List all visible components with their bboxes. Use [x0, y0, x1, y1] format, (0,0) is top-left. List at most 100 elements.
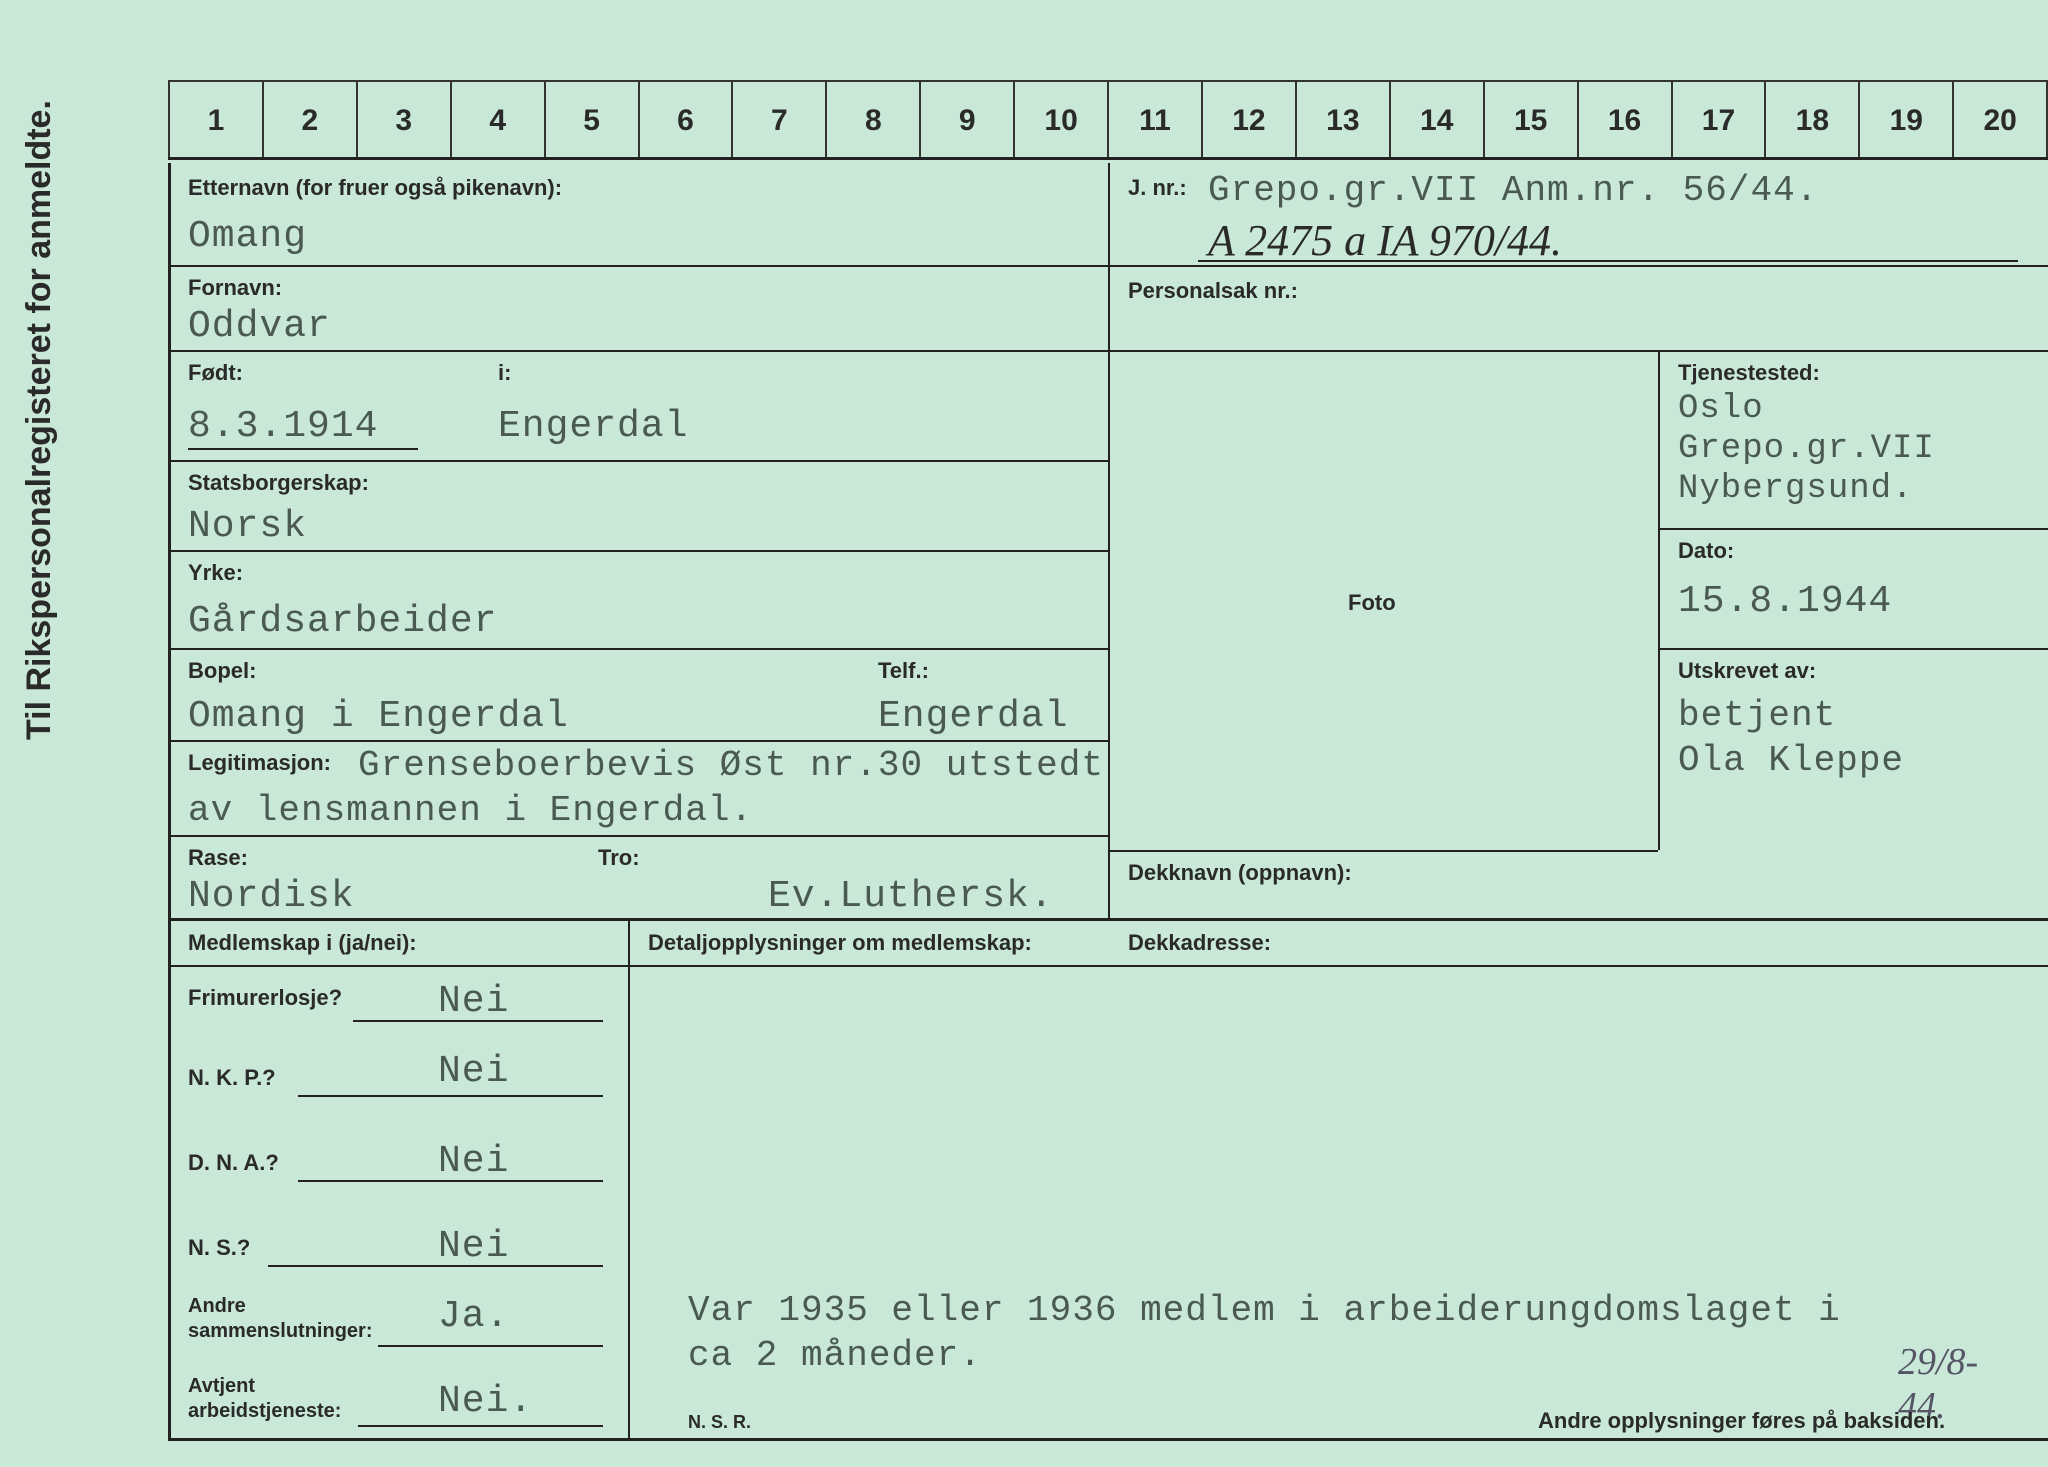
ruler-cell: 9 [921, 82, 1015, 157]
ruler-cell: 1 [168, 82, 264, 157]
underline [188, 448, 418, 450]
divider [1658, 648, 2048, 650]
value-utskrevet-1: betjent [1678, 695, 1836, 736]
divider [1108, 163, 1110, 918]
ruler-cell: 4 [452, 82, 546, 157]
label-bopel: Bopel: [188, 658, 256, 684]
ruler-cell: 3 [358, 82, 452, 157]
divider [168, 1438, 2048, 1441]
ruler-cell: 14 [1391, 82, 1485, 157]
value-etternavn: Omang [188, 215, 307, 258]
value-fodt-i: Engerdal [498, 405, 688, 448]
label-nkp: N. K. P.? [188, 1065, 276, 1090]
label-jnr: J. nr.: [1128, 175, 1187, 201]
divider [168, 163, 171, 918]
value-tjenestested-2: Grepo.gr.VII [1678, 430, 1935, 468]
label-statsborgerskap: Statsborgerskap: [188, 470, 369, 496]
value-dato: 15.8.1944 [1678, 580, 1892, 623]
ruler-cell: 5 [546, 82, 640, 157]
label-avtjent-1: Avtjent [188, 1375, 255, 1398]
value-legitimasjon-1: Grenseboerbevis Øst nr.30 utstedt [358, 745, 1104, 786]
label-legitimasjon: Legitimasjon: [188, 750, 331, 776]
label-etternavn: Etternavn (for fruer også pikenavn): [188, 175, 562, 201]
value-yrke: Gårdsarbeider [188, 600, 497, 643]
value-avtjent: Nei. [438, 1380, 533, 1423]
row-nkp: N. K. P.? [188, 1065, 276, 1091]
divider [168, 835, 1108, 837]
value-frimurer: Nei [438, 980, 509, 1023]
label-tro: Tro: [598, 845, 640, 871]
value-legitimasjon-2: av lensmannen i Engerdal. [188, 790, 753, 831]
ruler-cell: 13 [1297, 82, 1391, 157]
value-tro: Ev.Luthersk. [768, 875, 1054, 918]
divider [1108, 850, 1658, 852]
label-personalsak: Personalsak nr.: [1128, 278, 1298, 304]
divider [168, 550, 1108, 552]
ruler-cell: 17 [1673, 82, 1767, 157]
row-dna: D. N. A.? [188, 1150, 279, 1176]
underline [358, 1425, 603, 1427]
row-ns: N. S.? [188, 1235, 250, 1261]
label-dekknavn: Dekknavn (oppnavn): [1128, 860, 1352, 886]
divider [168, 918, 171, 1438]
value-jnr-2: A 2475 a IA 970/44. [1208, 215, 1562, 266]
divider [168, 965, 2048, 967]
value-tjenestested-3: Nybergsund. [1678, 470, 1913, 508]
divider [168, 265, 1108, 267]
divider [1108, 350, 2048, 352]
underline [1198, 260, 2018, 262]
value-detalj-1: Var 1935 eller 1936 medlem i arbeiderung… [688, 1290, 1841, 1331]
value-dna: Nei [438, 1140, 509, 1183]
label-dna: D. N. A.? [188, 1150, 279, 1175]
label-fodt: Født: [188, 360, 243, 386]
ruler-cell: 12 [1203, 82, 1297, 157]
label-dekkadresse: Dekkadresse: [1128, 930, 1271, 956]
ruler-row: 1 2 3 4 5 6 7 8 9 10 11 12 13 14 15 16 1… [168, 80, 2048, 160]
underline [268, 1265, 603, 1267]
value-utskrevet-2: Ola Kleppe [1678, 740, 1904, 781]
value-nkp: Nei [438, 1050, 509, 1093]
ruler-cell: 19 [1860, 82, 1954, 157]
label-nsr: N. S. R. [688, 1412, 751, 1433]
value-jnr-1: Grepo.gr.VII Anm.nr. 56/44. [1208, 170, 1818, 211]
label-andre-1: Andre [188, 1295, 246, 1318]
ruler-cell: 2 [264, 82, 358, 157]
divider [168, 918, 2048, 921]
value-detalj-2: ca 2 måneder. [688, 1335, 982, 1376]
divider [1658, 528, 2048, 530]
divider [168, 648, 1108, 650]
label-medlemskap: Medlemskap i (ja/nei): [188, 930, 417, 956]
label-telf: Telf.: [878, 658, 929, 684]
label-foto: Foto [1348, 590, 1396, 616]
ruler-cell: 20 [1954, 82, 2048, 157]
label-tjenestested: Tjenestested: [1678, 360, 1820, 386]
ruler-cell: 6 [640, 82, 734, 157]
ruler-cell: 7 [733, 82, 827, 157]
ruler-cell: 18 [1766, 82, 1860, 157]
ruler-cell: 10 [1015, 82, 1109, 157]
form-card: 1 2 3 4 5 6 7 8 9 10 11 12 13 14 15 16 1… [68, 20, 2008, 1450]
label-frimurer: Frimurerlosje? [188, 985, 342, 1010]
underline [353, 1020, 603, 1022]
label-detalj: Detaljopplysninger om medlemskap: [648, 930, 1032, 956]
underline [298, 1095, 603, 1097]
divider [168, 740, 1108, 742]
value-fodt: 8.3.1914 [188, 405, 378, 448]
ruler-cell: 16 [1579, 82, 1673, 157]
value-andre: Ja. [438, 1295, 509, 1338]
ruler-cell: 11 [1109, 82, 1203, 157]
ruler-cell: 15 [1485, 82, 1579, 157]
label-utskrevet: Utskrevet av: [1678, 658, 1816, 684]
value-rase: Nordisk [188, 875, 355, 918]
underline [298, 1180, 603, 1182]
row-frimurer: Frimurerlosje? [188, 985, 342, 1011]
label-andre-2: sammenslutninger: [188, 1320, 372, 1343]
divider [1658, 350, 1660, 850]
value-ns: Nei [438, 1225, 509, 1268]
label-i: i: [498, 360, 511, 386]
underline [378, 1345, 603, 1347]
divider [168, 350, 1108, 352]
ruler-cell: 8 [827, 82, 921, 157]
label-ns: N. S.? [188, 1235, 250, 1260]
value-tjenestested-1: Oslo [1678, 390, 1764, 428]
